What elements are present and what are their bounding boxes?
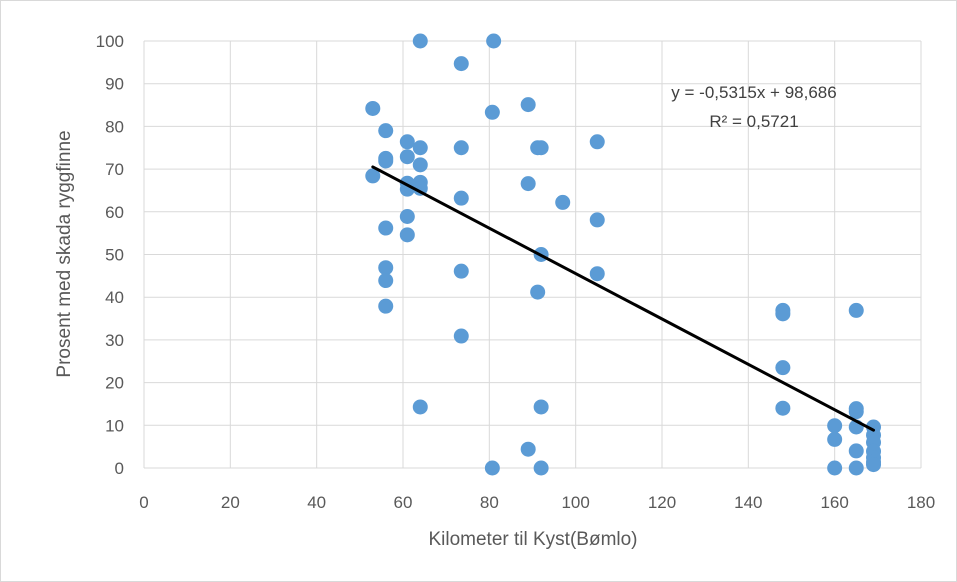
data-point [378,298,394,314]
data-point [453,56,469,72]
y-tick-label: 70 [105,160,124,179]
data-point [412,33,428,49]
data-point [453,263,469,279]
data-point [533,140,549,156]
y-axis-title: Prosent med skada ryggfinne [54,130,75,377]
data-point [520,441,536,457]
data-point [827,460,843,476]
y-tick-label: 30 [105,331,124,350]
data-point [378,220,394,236]
linear-trendline [371,165,876,432]
data-point [520,97,536,113]
trendline-layer [371,165,876,432]
x-tick-label: 180 [907,493,935,512]
data-point [378,273,394,289]
data-point [589,134,605,150]
trendline-r-squared: R² = 0,5721 [709,112,798,131]
data-point [555,194,571,210]
x-tick-label: 0 [139,493,148,512]
x-tick-label: 100 [561,493,589,512]
data-point [484,460,500,476]
y-tick-label: 40 [105,288,124,307]
x-axis-title: Kilometer til Kyst(Bømlo) [428,529,637,550]
y-tick-label: 60 [105,203,124,222]
y-tick-label: 90 [105,75,124,94]
data-point [866,457,882,473]
data-point [827,431,843,447]
data-point [399,208,415,224]
data-point [848,443,864,459]
data-point [399,227,415,243]
data-point [378,153,394,169]
data-point [827,418,843,434]
x-tick-label: 80 [480,493,499,512]
x-tick-label: 160 [820,493,848,512]
tick-labels: 0 10 20 30 40 50 60 70 80 90 100 0 20 40 60 80 100 120 140… [96,32,936,512]
data-point [520,176,536,192]
data-point [453,328,469,344]
data-point [486,33,502,49]
y-tick-label: 50 [105,246,124,265]
y-tick-label: 0 [115,459,124,478]
y-tick-label: 10 [105,416,124,435]
y-tick-label: 100 [96,32,124,51]
data-point [412,180,428,196]
data-point [378,123,394,139]
data-point [589,212,605,228]
data-point [530,284,546,300]
x-tick-label: 120 [648,493,676,512]
y-tick-label: 80 [105,117,124,136]
data-point [484,104,500,120]
y-tick-label: 20 [105,374,124,393]
trendline-equation: y = -0,5315x + 98,686 [671,83,836,102]
data-points [365,33,882,476]
data-point [412,157,428,173]
data-point [453,140,469,156]
data-point [848,302,864,318]
data-point [378,260,394,276]
data-point [775,360,791,376]
data-point [848,460,864,476]
x-tick-label: 40 [307,493,326,512]
data-point [533,399,549,415]
data-point [533,460,549,476]
data-point [365,168,381,184]
data-point [412,140,428,156]
data-point [589,266,605,282]
data-point [775,306,791,322]
data-point [453,190,469,206]
x-tick-label: 60 [394,493,413,512]
data-point [775,400,791,416]
x-tick-label: 140 [734,493,762,512]
data-point [365,100,381,116]
data-point [412,399,428,415]
x-tick-label: 20 [221,493,240,512]
data-point [399,149,415,165]
data-point [848,404,864,420]
data-point [399,134,415,150]
